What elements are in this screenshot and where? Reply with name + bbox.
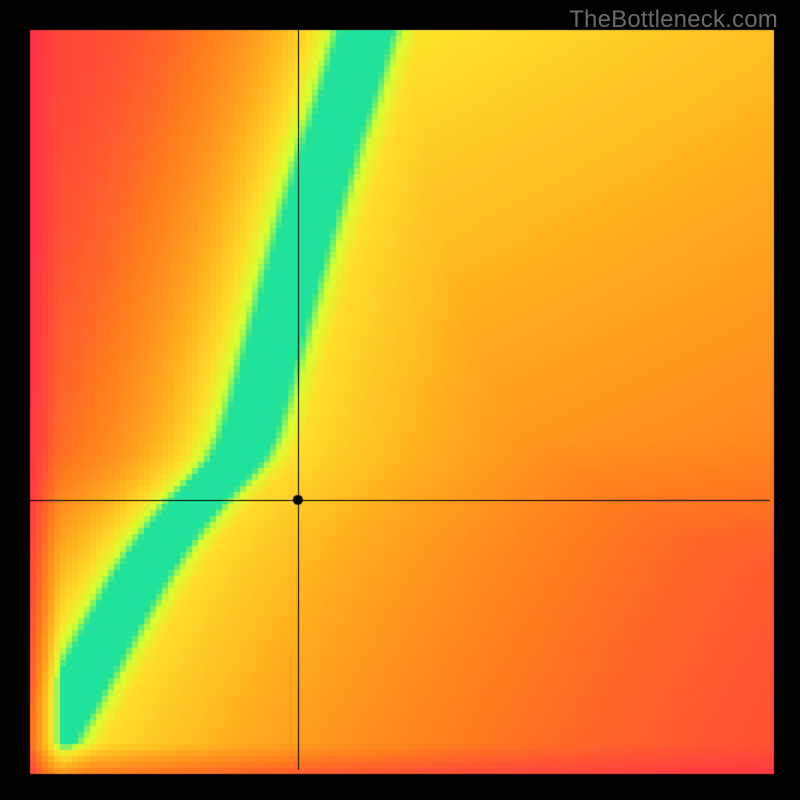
heatmap-canvas [0,0,800,800]
watermark-label: TheBottleneck.com [569,6,778,34]
chart-container: TheBottleneck.com [0,0,800,800]
